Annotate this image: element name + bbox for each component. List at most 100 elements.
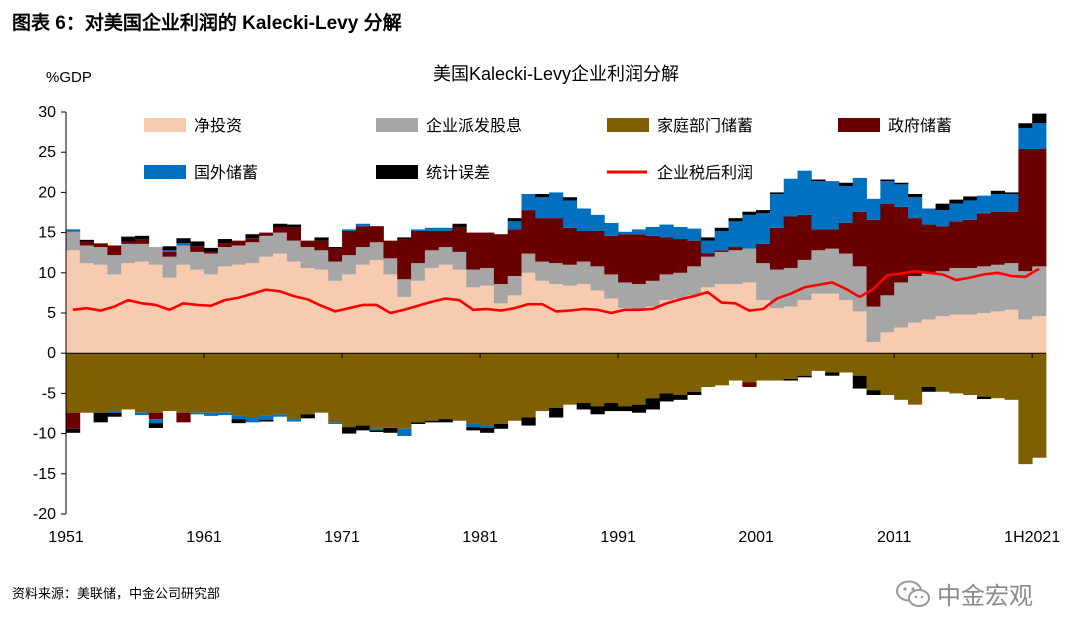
bar-segment-1999-s4 [728, 221, 743, 248]
bar-segment-1951-s2 [66, 353, 81, 413]
bar-segment-1H2021-s0 [1032, 316, 1047, 354]
bar-segment-1963-s0 [231, 264, 246, 354]
bar-segment-2003-s0 [783, 306, 798, 354]
bar-segment-1961-s1 [204, 253, 219, 275]
bar-segment-2007-s3 [838, 222, 854, 254]
bar-segment-2015-s4 [949, 203, 964, 222]
bar-segment-1988-s3 [576, 230, 591, 262]
bar-segment-1983-s3 [507, 229, 522, 277]
bar-segment-2020-s3 [1018, 148, 1033, 272]
bar-segment-1951-s4 [66, 229, 81, 232]
bar-segment-1959-s5 [176, 238, 191, 244]
bar-segment-2001-s0 [756, 300, 771, 354]
bar-segment-2000-s0 [742, 282, 757, 354]
bar-segment-1991-s2 [618, 353, 633, 407]
bar-segment-1978-s4 [438, 227, 453, 231]
bar-segment-1984-s4 [521, 194, 536, 211]
bar-segment-1974-s4 [383, 427, 398, 428]
bar-segment-1985-s2 [535, 353, 550, 412]
bar-segment-1952-s5 [79, 239, 94, 242]
bar-segment-1952-s1 [79, 245, 94, 264]
bar-segment-1983-s1 [507, 276, 522, 296]
bar-segment-1966-s3 [273, 226, 288, 233]
bar-segment-2006-s4 [825, 181, 840, 230]
bar-segment-2003-s5 [783, 378, 798, 381]
bar-segment-2010-s0 [880, 332, 895, 354]
bar-segment-1992-s2 [631, 353, 647, 405]
bar-segment-2007-s0 [838, 300, 854, 354]
bar-segment-1964-s0 [245, 263, 260, 354]
bar-segment-1970-s3 [328, 248, 343, 262]
bar-segment-1965-s2 [259, 353, 274, 416]
bar-segment-1964-s5 [245, 234, 260, 239]
bar-segment-1996-s4 [687, 228, 702, 241]
bar-segment-1961-s3 [204, 251, 219, 254]
bar-segment-2005-s1 [811, 250, 826, 294]
bar-segment-1977-s5 [424, 420, 440, 423]
bar-segment-2003-s2 [783, 353, 798, 379]
bar-segment-1980-s0 [466, 287, 481, 354]
bar-segment-2016-s0 [963, 314, 978, 354]
bar-segment-1961-s4 [204, 412, 219, 416]
y-tick-label: 0 [47, 345, 56, 362]
bar-segment-2012-s1 [907, 276, 923, 323]
y-axis-label: %GDP [46, 69, 92, 86]
bar-segment-1998-s5 [714, 227, 729, 231]
bar-segment-1978-s1 [438, 247, 453, 265]
bar-segment-1978-s3 [438, 230, 453, 248]
bar-segment-2012-s2 [907, 353, 923, 405]
bar-segment-1H2021-s4 [1032, 123, 1047, 149]
bar-segment-1990-s4 [604, 222, 619, 236]
bar-segment-2002-s2 [769, 353, 785, 381]
bar-layer [66, 113, 1047, 465]
bar-segment-1997-s4 [700, 240, 716, 254]
bar-segment-1995-s5 [673, 395, 688, 400]
legend-swatch [376, 118, 418, 132]
bar-segment-1983-s0 [507, 295, 522, 354]
bar-segment-2004-s3 [797, 214, 812, 260]
wechat-icon [896, 580, 930, 607]
bar-segment-1985-s1 [535, 261, 550, 281]
bar-segment-2004-s2 [797, 353, 812, 376]
bar-segment-1996-s5 [687, 391, 702, 396]
bar-segment-1964-s3 [245, 238, 260, 243]
bar-segment-1964-s4 [245, 417, 260, 423]
bar-segment-1984-s1 [521, 253, 536, 273]
bar-segment-1954-s3 [107, 245, 122, 256]
bar-segment-1984-s5 [521, 417, 536, 426]
bar-segment-1958-s3 [162, 251, 177, 257]
bar-segment-1970-s4 [328, 422, 343, 424]
bar-segment-1976-s1 [411, 263, 426, 281]
bar-segment-1974-s5 [383, 427, 398, 433]
bar-segment-1974-s2 [383, 353, 398, 428]
bar-segment-1981-s3 [480, 232, 495, 268]
bar-segment-1983-s2 [507, 353, 522, 421]
bar-segment-1984-s0 [521, 272, 536, 354]
bar-segment-1981-s5 [480, 427, 495, 433]
bar-segment-1977-s0 [424, 267, 440, 354]
bar-segment-2005-s4 [811, 181, 826, 230]
bar-segment-1976-s4 [411, 229, 426, 231]
bar-segment-2018-s3 [990, 211, 1005, 265]
bar-segment-1956-s1 [135, 243, 150, 262]
bar-segment-2009-s1 [866, 306, 881, 342]
bar-segment-2013-s2 [921, 353, 936, 387]
bar-segment-1H2021-s3 [1032, 148, 1047, 267]
bar-segment-2006-s3 [825, 229, 840, 249]
bar-segment-1997-s1 [700, 256, 716, 288]
bar-segment-2020-s4 [1018, 128, 1033, 149]
bar-segment-1968-s2 [300, 353, 315, 415]
bar-segment-1959-s0 [176, 264, 191, 354]
bar-segment-2009-s0 [866, 341, 881, 354]
bar-segment-1982-s1 [493, 284, 509, 304]
legend-swatch [607, 118, 649, 132]
bar-segment-1971-s2 [342, 353, 357, 428]
bar-segment-1989-s0 [590, 290, 605, 354]
bar-segment-1966-s5 [273, 223, 288, 227]
bar-segment-1996-s3 [687, 240, 702, 267]
bar-segment-1989-s5 [590, 406, 605, 415]
bar-segment-2016-s3 [963, 219, 978, 268]
line-layer [72, 267, 1040, 315]
bar-segment-1960-s3 [190, 246, 205, 252]
